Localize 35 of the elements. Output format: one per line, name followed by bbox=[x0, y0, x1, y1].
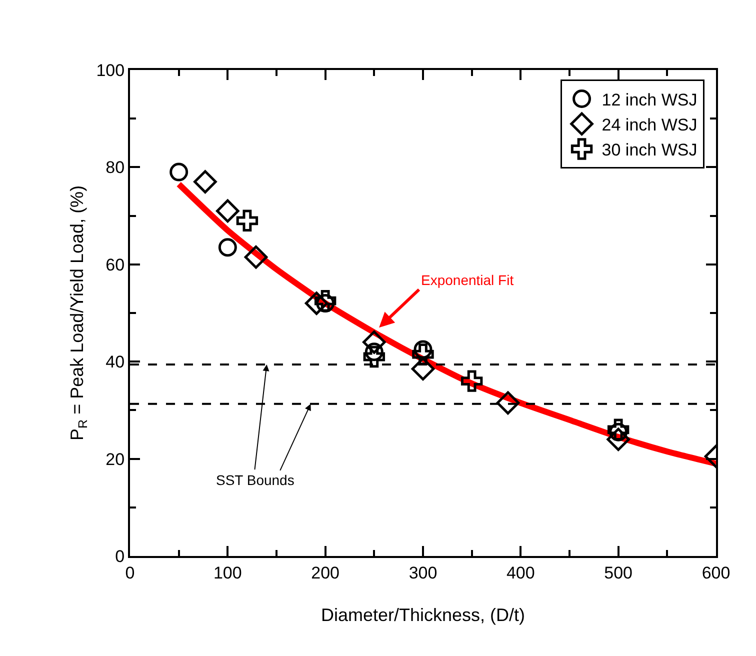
x-tick-label: 500 bbox=[604, 563, 633, 582]
y-tick-label: 0 bbox=[115, 546, 125, 566]
y-tick-label: 100 bbox=[96, 60, 125, 80]
point bbox=[304, 292, 328, 315]
legend-label: 12 inch WSJ bbox=[602, 90, 698, 110]
point bbox=[607, 418, 630, 440]
point bbox=[216, 199, 240, 223]
point bbox=[363, 346, 386, 368]
point bbox=[412, 343, 434, 366]
legend-label: 24 inch WSJ bbox=[602, 116, 698, 134]
point bbox=[606, 428, 630, 452]
point bbox=[411, 357, 435, 381]
point bbox=[194, 170, 217, 194]
point bbox=[218, 238, 237, 257]
point bbox=[362, 330, 386, 354]
y-tick-label: 40 bbox=[106, 352, 125, 372]
y-tick-label: 80 bbox=[106, 158, 125, 178]
x-tick-label: 200 bbox=[311, 563, 340, 582]
point bbox=[236, 210, 258, 232]
y-tick-label: 20 bbox=[106, 450, 125, 469]
point bbox=[496, 391, 520, 415]
point bbox=[244, 245, 268, 269]
x-tick-label: 600 bbox=[702, 563, 730, 582]
annotation: Exponential Fit bbox=[421, 272, 514, 288]
x-axis-title: Diameter/Thickness, (D/t) bbox=[320, 605, 526, 625]
point bbox=[170, 162, 188, 182]
point bbox=[314, 290, 336, 312]
x-tick-label: 100 bbox=[213, 563, 242, 582]
y-tick-label: 60 bbox=[106, 255, 125, 274]
legend-label: 30 inch WSJ bbox=[602, 140, 698, 160]
point bbox=[460, 370, 483, 392]
point bbox=[414, 340, 432, 359]
annotation: SST Bounds bbox=[216, 472, 294, 488]
x-tick-label: 400 bbox=[506, 563, 535, 582]
x-tick-label: 300 bbox=[408, 563, 438, 582]
